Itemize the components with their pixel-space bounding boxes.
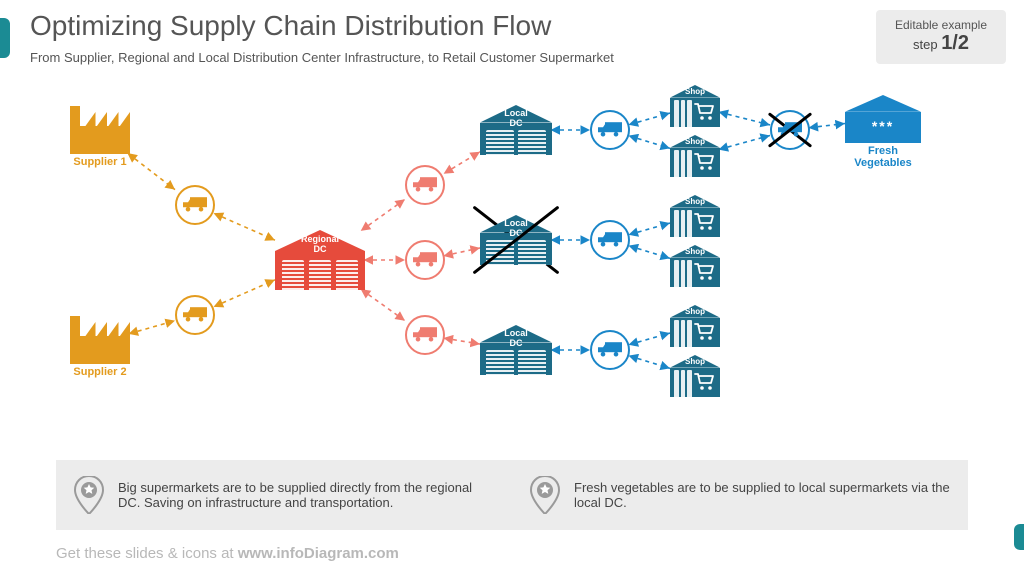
node-sh1: Shop <box>670 85 720 127</box>
note-1-text: Big supermarkets are to be supplied dire… <box>118 480 494 510</box>
node-reg: Regional DC <box>275 230 365 290</box>
node-sh2: Shop <box>670 135 720 177</box>
node-sup2: Supplier 2 <box>70 320 130 378</box>
pin-icon <box>530 476 560 514</box>
node-loc2: Local DC <box>480 215 552 265</box>
node-fresh: ***FreshVegetables <box>845 95 921 169</box>
footer-credit: Get these slides & icons at www.infoDiag… <box>56 545 399 562</box>
node-t_r1 <box>405 165 445 205</box>
note-2-text: Fresh vegetables are to be supplied to l… <box>574 480 950 510</box>
accent-left <box>0 18 10 58</box>
node-t_l2 <box>590 220 630 260</box>
node-sh5: Shop <box>670 305 720 347</box>
node-t_r2 <box>405 240 445 280</box>
badge-step: step 1/2 <box>876 32 1006 55</box>
node-sh3: Shop <box>670 195 720 237</box>
page-subtitle: From Supplier, Regional and Local Distri… <box>30 50 614 65</box>
node-sh4: Shop <box>670 245 720 287</box>
node-t_r3 <box>405 315 445 355</box>
notes-bar: Big supermarkets are to be supplied dire… <box>56 460 968 530</box>
badge-line1: Editable example <box>876 18 1006 32</box>
node-sh6: Shop <box>670 355 720 397</box>
flow-diagram: Supplier 1 Supplier 2 Regional DC Local D… <box>0 80 1024 450</box>
node-t_l1 <box>590 110 630 150</box>
node-t_l3 <box>590 330 630 370</box>
node-loc3: Local DC <box>480 325 552 375</box>
pin-icon <box>74 476 104 514</box>
note-2: Fresh vegetables are to be supplied to l… <box>512 476 968 514</box>
note-1: Big supermarkets are to be supplied dire… <box>56 476 512 514</box>
node-t_f <box>770 110 810 150</box>
node-t_s2 <box>175 295 215 335</box>
step-badge: Editable example step 1/2 <box>876 10 1006 64</box>
page-title: Optimizing Supply Chain Distribution Flo… <box>30 10 551 42</box>
node-t_s1 <box>175 185 215 225</box>
accent-right <box>1014 524 1024 550</box>
node-sup1: Supplier 1 <box>70 110 130 168</box>
node-loc1: Local DC <box>480 105 552 155</box>
slide: Optimizing Supply Chain Distribution Flo… <box>0 0 1024 576</box>
